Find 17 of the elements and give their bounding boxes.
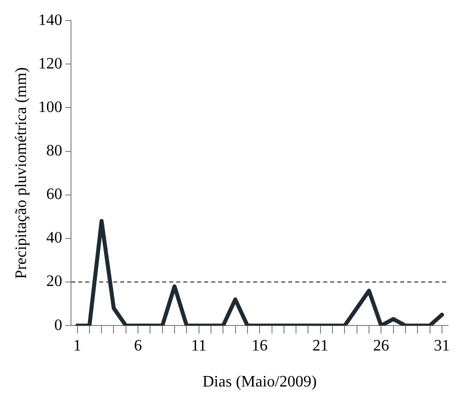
y-tick-label: 20 bbox=[46, 273, 62, 290]
x-tick-label: 6 bbox=[134, 337, 142, 354]
y-tick-label: 0 bbox=[54, 316, 62, 334]
y-tick-label: 100 bbox=[38, 98, 62, 116]
y-tick-label: 80 bbox=[46, 142, 62, 160]
y-tick-label: 120 bbox=[38, 55, 62, 72]
x-tick-label: 1 bbox=[73, 337, 82, 354]
y-tick-label: 60 bbox=[46, 186, 62, 204]
x-tick-label: 31 bbox=[434, 337, 450, 354]
y-tick-label: 40 bbox=[46, 230, 62, 247]
y-tick-label: 140 bbox=[38, 12, 62, 29]
x-axis-title: Dias (Maio/2009) bbox=[202, 374, 317, 391]
x-tick-label: 16 bbox=[252, 337, 268, 354]
y-axis-title: Precipitação pluviométrica (mm) bbox=[12, 67, 30, 279]
x-tick-label: 11 bbox=[191, 337, 207, 354]
x-tick-label: 26 bbox=[373, 337, 390, 354]
x-tick-label: 21 bbox=[312, 337, 328, 354]
